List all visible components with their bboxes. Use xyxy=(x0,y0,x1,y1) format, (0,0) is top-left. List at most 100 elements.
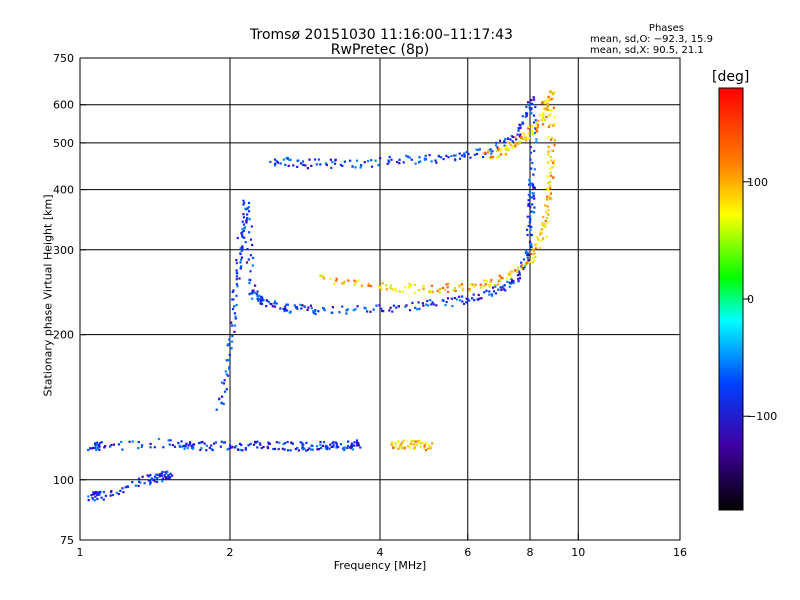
echo-point xyxy=(286,157,289,160)
echo-point xyxy=(159,473,162,476)
echo-point xyxy=(394,442,397,445)
echo-point xyxy=(355,444,358,447)
echo-point xyxy=(545,211,548,214)
echo-point xyxy=(161,477,164,480)
echo-point xyxy=(438,291,441,294)
echo-point xyxy=(180,440,183,443)
echo-point xyxy=(392,446,395,449)
echo-point xyxy=(289,449,292,452)
echo-point xyxy=(552,159,556,162)
echo-point xyxy=(273,164,277,167)
echo-point xyxy=(380,288,383,291)
echo-point xyxy=(552,106,555,109)
echo-point xyxy=(240,258,243,261)
echo-point xyxy=(465,301,468,304)
echo-point xyxy=(552,161,555,164)
echo-point xyxy=(267,300,270,303)
echo-point xyxy=(485,289,488,292)
echo-point xyxy=(285,303,288,306)
echo-point xyxy=(227,359,230,362)
echo-point xyxy=(191,443,194,447)
echo-point xyxy=(245,221,248,224)
echo-point xyxy=(333,282,336,285)
echo-point xyxy=(269,302,272,305)
echo-point xyxy=(246,213,249,216)
echo-point xyxy=(335,444,338,447)
echo-point xyxy=(442,286,445,289)
echo-point xyxy=(553,139,556,142)
echo-point xyxy=(488,149,491,152)
echo-point xyxy=(403,447,406,450)
echo-point xyxy=(223,379,226,382)
echo-point xyxy=(510,282,513,285)
echo-point xyxy=(527,204,530,207)
echo-point xyxy=(512,135,515,139)
echo-point xyxy=(273,447,276,450)
echo-point xyxy=(283,448,286,451)
echo-point xyxy=(489,283,492,286)
echo-point xyxy=(165,477,169,481)
echo-point xyxy=(319,440,322,443)
echo-point xyxy=(171,474,174,477)
echo-point xyxy=(98,448,101,451)
echo-point xyxy=(423,158,427,161)
echo-point xyxy=(205,444,208,447)
echo-point xyxy=(418,307,421,310)
echo-point xyxy=(289,158,292,161)
echo-point xyxy=(397,305,400,308)
echo-point xyxy=(379,157,382,160)
echo-point xyxy=(546,103,549,106)
echo-point xyxy=(488,285,491,288)
echo-point xyxy=(548,180,552,184)
echo-point xyxy=(478,148,481,151)
echo-point xyxy=(325,163,328,166)
echo-point xyxy=(328,447,331,450)
echo-point xyxy=(308,447,311,450)
echo-point xyxy=(514,269,517,272)
echo-point xyxy=(499,150,502,153)
echo-point xyxy=(287,164,290,167)
echo-point xyxy=(468,299,471,302)
echo-point xyxy=(413,446,416,449)
echo-point xyxy=(227,367,231,371)
echo-point xyxy=(510,277,513,280)
echo-point xyxy=(215,408,218,411)
echo-point xyxy=(389,306,392,309)
echo-point xyxy=(469,283,472,287)
echo-point xyxy=(530,99,533,102)
echo-point xyxy=(349,159,352,162)
echo-point xyxy=(509,138,512,141)
echo-point xyxy=(377,285,380,288)
echo-point xyxy=(530,252,533,255)
echo-point xyxy=(226,344,229,347)
echo-point xyxy=(335,279,338,282)
echo-point xyxy=(458,152,461,155)
echo-point xyxy=(387,159,390,162)
echo-point xyxy=(98,442,102,445)
echo-point xyxy=(405,154,408,157)
echo-point xyxy=(424,154,427,157)
echo-point xyxy=(530,196,533,199)
echo-point xyxy=(94,492,97,495)
echo-point xyxy=(324,162,328,165)
echo-point xyxy=(231,340,234,343)
echo-point xyxy=(301,304,304,307)
echo-point xyxy=(401,290,405,293)
echo-point xyxy=(533,252,536,255)
echo-point xyxy=(544,107,547,110)
echo-point xyxy=(532,96,535,99)
echo-point xyxy=(232,298,235,301)
echo-point xyxy=(511,279,514,282)
echo-point xyxy=(446,286,449,289)
echo-point xyxy=(260,296,264,299)
echo-point xyxy=(408,309,412,312)
echo-point xyxy=(168,476,172,479)
echo-point xyxy=(525,114,528,117)
echo-point xyxy=(517,266,520,269)
echo-point xyxy=(178,444,181,447)
echo-point xyxy=(367,282,370,286)
echo-point xyxy=(547,188,550,192)
echo-point xyxy=(397,440,400,444)
echo-point xyxy=(138,480,141,483)
echo-point xyxy=(249,238,252,241)
